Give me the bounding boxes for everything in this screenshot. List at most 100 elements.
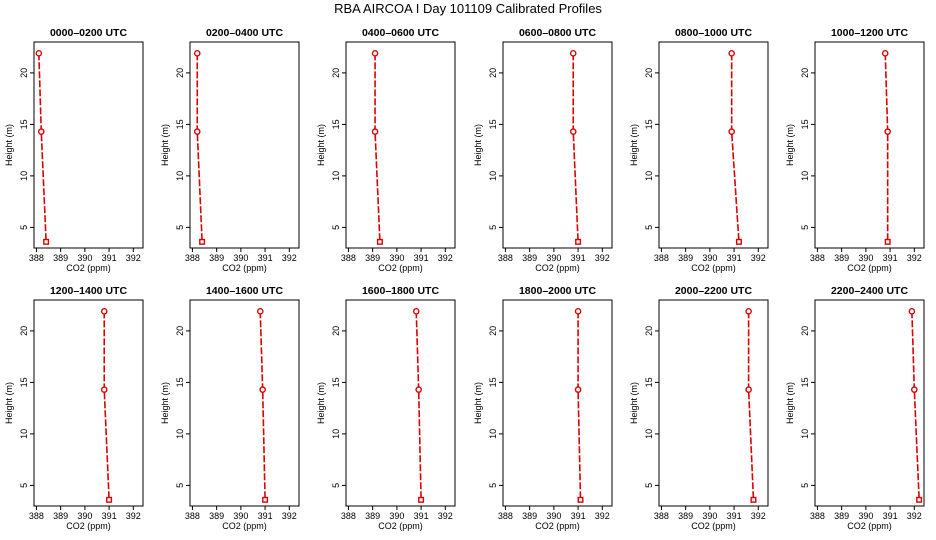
x-tick-label: 392 bbox=[126, 511, 141, 521]
plot-frame bbox=[502, 41, 613, 249]
x-tick-label: 389 bbox=[834, 253, 849, 263]
panel-title: 0800–1000 UTC bbox=[675, 27, 752, 39]
x-tick-label: 391 bbox=[571, 253, 586, 263]
y-tick-label: 20 bbox=[175, 326, 185, 336]
y-tick-label: 15 bbox=[488, 119, 498, 129]
plot-frame bbox=[33, 299, 144, 507]
x-axis-label: CO2 (ppm) bbox=[222, 263, 267, 273]
panel-10: 1800–2000 UTC 388 389 390 391 392 5 10 15 20 CO2 (… bbox=[473, 285, 613, 531]
y-tick-label: 5 bbox=[19, 225, 29, 230]
x-tick-label: 391 bbox=[102, 511, 117, 521]
y-tick-label: 20 bbox=[19, 68, 29, 78]
panel-6: 1000–1200 UTC 388 389 390 391 392 5 10 15 20 CO2 (… bbox=[785, 27, 925, 273]
y-tick-label: 5 bbox=[19, 483, 29, 488]
y-tick-label: 20 bbox=[800, 326, 810, 336]
y-axis-label: Height (m) bbox=[473, 124, 483, 166]
data-point bbox=[728, 50, 735, 57]
x-tick-label: 391 bbox=[414, 253, 429, 263]
x-axis-label: CO2 (ppm) bbox=[535, 263, 580, 273]
data-point bbox=[100, 386, 108, 393]
x-tick-label: 388 bbox=[29, 253, 44, 263]
x-tick-label: 391 bbox=[258, 253, 273, 263]
data-point bbox=[418, 496, 425, 503]
y-tick-label: 10 bbox=[19, 171, 29, 181]
y-tick-label: 20 bbox=[644, 326, 654, 336]
x-tick-label: 391 bbox=[727, 253, 742, 263]
data-point bbox=[371, 50, 379, 57]
y-tick-label: 15 bbox=[800, 377, 810, 387]
x-tick-label: 389 bbox=[678, 253, 693, 263]
y-axis-label: Height (m) bbox=[160, 124, 170, 166]
panel-12: 2200–2400 UTC 388 389 390 391 392 5 10 15 20 CO2 (… bbox=[785, 285, 925, 531]
y-tick-label: 15 bbox=[800, 119, 810, 129]
y-tick-label: 20 bbox=[644, 68, 654, 78]
y-tick-label: 15 bbox=[331, 119, 341, 129]
x-tick-label: 389 bbox=[522, 253, 537, 263]
profile-line bbox=[747, 311, 755, 500]
y-tick-label: 15 bbox=[19, 377, 29, 387]
panel-title: 0400–0600 UTC bbox=[362, 27, 439, 39]
x-tick-label: 392 bbox=[126, 253, 141, 263]
y-tick-label: 10 bbox=[488, 171, 498, 181]
y-tick-label: 10 bbox=[644, 429, 654, 439]
panel-9: 1600–1800 UTC 388 389 390 391 392 5 10 15 20 CO2 (… bbox=[316, 285, 456, 531]
y-tick-label: 15 bbox=[175, 377, 185, 387]
x-tick-label: 388 bbox=[185, 511, 200, 521]
x-tick-label: 389 bbox=[522, 511, 537, 521]
x-tick-label: 388 bbox=[29, 511, 44, 521]
x-axis-label: CO2 (ppm) bbox=[222, 521, 267, 531]
data-point bbox=[911, 386, 918, 393]
x-tick-label: 390 bbox=[77, 253, 92, 263]
x-tick-label: 389 bbox=[365, 511, 380, 521]
y-tick-label: 20 bbox=[800, 68, 810, 78]
y-tick-label: 20 bbox=[488, 68, 498, 78]
y-tick-label: 20 bbox=[175, 68, 185, 78]
y-tick-label: 20 bbox=[331, 68, 341, 78]
y-tick-label: 5 bbox=[644, 483, 654, 488]
x-tick-label: 392 bbox=[595, 511, 610, 521]
x-tick-label: 388 bbox=[498, 511, 513, 521]
x-tick-label: 388 bbox=[341, 511, 356, 521]
data-point bbox=[908, 308, 916, 315]
x-axis-label: CO2 (ppm) bbox=[691, 521, 736, 531]
x-tick-label: 392 bbox=[907, 511, 922, 521]
x-axis-label: CO2 (ppm) bbox=[66, 263, 111, 273]
x-tick-label: 388 bbox=[498, 253, 513, 263]
x-axis-label: CO2 (ppm) bbox=[847, 521, 892, 531]
x-tick-label: 391 bbox=[571, 511, 586, 521]
x-tick-label: 389 bbox=[53, 253, 68, 263]
profile-line bbox=[374, 53, 381, 242]
x-tick-label: 390 bbox=[389, 511, 404, 521]
y-tick-label: 15 bbox=[19, 119, 29, 129]
data-point bbox=[415, 386, 422, 393]
y-tick-label: 5 bbox=[644, 225, 654, 230]
x-axis-label: CO2 (ppm) bbox=[66, 521, 111, 531]
y-tick-label: 15 bbox=[644, 377, 654, 387]
y-axis-label: Height (m) bbox=[473, 382, 483, 424]
data-point bbox=[37, 128, 45, 135]
y-tick-label: 5 bbox=[488, 483, 498, 488]
data-point bbox=[745, 386, 752, 393]
panel-8: 1400–1600 UTC 388 389 390 391 392 5 10 15 20 CO2 (… bbox=[160, 285, 300, 531]
data-point bbox=[106, 496, 113, 503]
x-tick-label: 388 bbox=[810, 511, 825, 521]
data-point bbox=[881, 50, 889, 57]
x-tick-label: 389 bbox=[209, 511, 224, 521]
y-tick-label: 10 bbox=[19, 429, 29, 439]
data-point bbox=[371, 128, 379, 135]
plot-frame bbox=[658, 299, 769, 507]
panel-grid: 0000–0200 UTC 388 389 390 391 392 5 10 15 20 CO2 (… bbox=[4, 27, 925, 531]
plot-frame bbox=[345, 41, 456, 249]
data-point bbox=[735, 238, 742, 245]
x-axis-label: CO2 (ppm) bbox=[378, 521, 423, 531]
panel-title: 1800–2000 UTC bbox=[519, 285, 596, 297]
data-point bbox=[199, 238, 206, 245]
x-tick-label: 390 bbox=[858, 253, 873, 263]
x-tick-label: 390 bbox=[389, 253, 404, 263]
panel-title: 1600–1800 UTC bbox=[362, 285, 439, 297]
profile-line bbox=[196, 53, 203, 242]
panel-1: 0000–0200 UTC 388 389 390 391 392 5 10 15 20 CO2 (… bbox=[4, 27, 144, 273]
y-tick-label: 15 bbox=[175, 119, 185, 129]
data-point bbox=[575, 238, 582, 245]
data-point bbox=[412, 308, 420, 315]
